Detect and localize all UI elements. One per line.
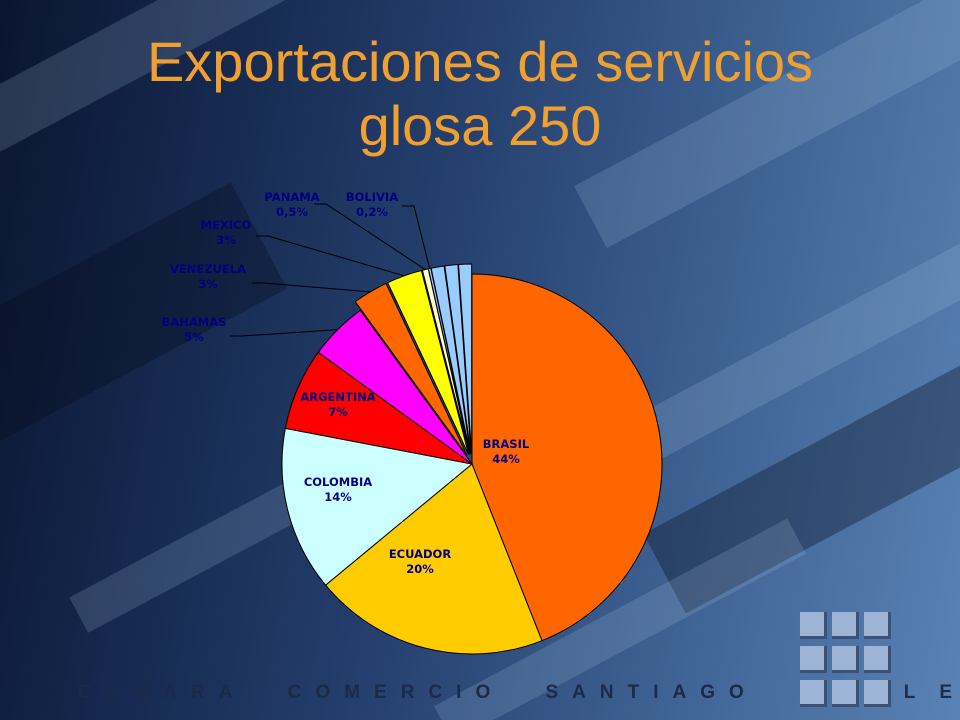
slice-label-mexico: MEXICO: [201, 218, 252, 232]
chamber-logo-icon: [800, 612, 896, 708]
slice-label-venezuela: VENEZUELA: [170, 262, 246, 276]
leader-line-venezuela: [252, 282, 371, 293]
slice-value-bolivia: 0,2%: [356, 205, 388, 219]
slice-value-argentina: 7%: [328, 405, 348, 419]
slice-label-ecuador: ECUADOR: [389, 547, 452, 561]
slice-value-venezuela: 3%: [198, 277, 218, 291]
pie-slice-unlabeled-11: [457, 263, 473, 455]
slice-value-colombia: 14%: [324, 490, 352, 504]
footer-word-santiago: SANTIAGO: [545, 682, 758, 703]
pie-slice-mexico: [387, 269, 470, 455]
leader-line-mexico: [256, 235, 405, 277]
pie-slice-ecuador: [324, 463, 543, 655]
slice-label-bolivia: BOLIVIA: [346, 190, 398, 204]
pie-slice-unlabeled-10: [444, 263, 472, 455]
slice-value-ecuador: 20%: [406, 562, 434, 576]
footer-word-camara: CAMARA: [78, 682, 247, 703]
footer-word-comercio: COMERCIO: [287, 682, 505, 703]
slice-label-colombia: COLOMBIA: [304, 475, 372, 489]
slice-value-brasil: 44%: [492, 452, 520, 466]
title-line-1: Exportaciones de servicios: [146, 30, 814, 93]
leader-line-bolivia: [402, 205, 431, 269]
pie-slice-colombia: [281, 427, 474, 586]
title-line-2: glosa 250: [358, 94, 602, 157]
slice-value-panama: 0,5%: [276, 205, 308, 219]
slide-title: Exportaciones de servicios glosa 250: [80, 30, 880, 158]
slice-label-brasil: BRASIL: [483, 437, 530, 451]
slice-value-bahamas: 5%: [184, 330, 204, 344]
slice-value-mexico: 3%: [216, 233, 236, 247]
leader-line-bahamas: [230, 329, 338, 337]
slice-label-bahamas: BAHAMAS: [162, 315, 227, 329]
pie-slice-brasil: [471, 273, 663, 642]
slice-label-argentina: ARGENTINA: [300, 390, 375, 404]
pie-slice-bahamas: [317, 309, 473, 465]
slice-label-panama: PANAMA: [264, 190, 319, 204]
leader-line-panama: [314, 203, 426, 270]
pie-slice-unlabeled-9: [430, 265, 471, 455]
footer-brand: CAMARA COMERCIO SANTIAGO CHILE: [78, 682, 960, 704]
